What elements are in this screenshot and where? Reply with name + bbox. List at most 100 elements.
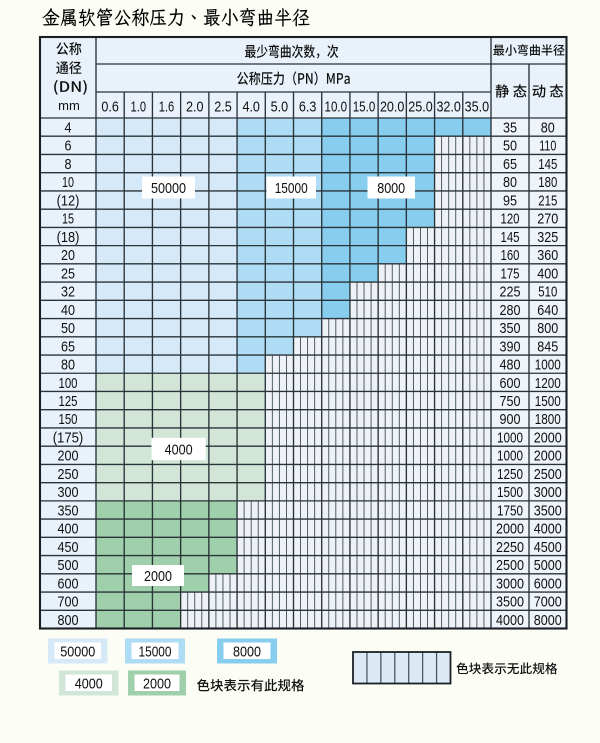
svg-text:6: 6 — [65, 139, 72, 155]
svg-text:2000: 2000 — [144, 569, 172, 585]
svg-text:2000: 2000 — [143, 676, 171, 692]
svg-text:8: 8 — [65, 157, 72, 173]
svg-text:4: 4 — [65, 121, 72, 137]
svg-text:325: 325 — [537, 230, 558, 246]
svg-text:4000: 4000 — [496, 613, 524, 629]
svg-text:120: 120 — [501, 212, 520, 228]
svg-text:15000: 15000 — [275, 181, 308, 197]
svg-text:900: 900 — [500, 412, 521, 428]
svg-text:mm: mm — [58, 98, 80, 113]
svg-text:845: 845 — [537, 339, 558, 355]
svg-text:5000: 5000 — [534, 558, 562, 574]
svg-text:215: 215 — [538, 193, 557, 209]
svg-text:4000: 4000 — [75, 676, 103, 692]
svg-text:480: 480 — [500, 358, 521, 374]
svg-text:6000: 6000 — [534, 576, 562, 592]
svg-text:1000: 1000 — [535, 358, 561, 374]
svg-text:1.0: 1.0 — [131, 100, 147, 116]
svg-text:250: 250 — [58, 467, 79, 483]
svg-text:80: 80 — [541, 121, 555, 137]
svg-text:15: 15 — [62, 212, 74, 228]
svg-text:1250: 1250 — [497, 467, 523, 483]
svg-text:2.5: 2.5 — [214, 100, 232, 116]
svg-text:1000: 1000 — [497, 449, 523, 465]
svg-text:7000: 7000 — [534, 595, 562, 611]
svg-text:280: 280 — [500, 303, 521, 319]
svg-text:510: 510 — [538, 285, 557, 301]
svg-text:3500: 3500 — [534, 503, 562, 519]
svg-text:200: 200 — [58, 449, 79, 465]
svg-text:225: 225 — [500, 285, 521, 301]
svg-text:80: 80 — [503, 175, 517, 191]
svg-text:8000: 8000 — [534, 613, 562, 629]
svg-text:32.0: 32.0 — [436, 100, 461, 116]
svg-text:50000: 50000 — [151, 181, 186, 197]
svg-text:3500: 3500 — [496, 595, 524, 611]
svg-text:0.6: 0.6 — [101, 100, 119, 116]
svg-text:25: 25 — [61, 266, 75, 282]
svg-text:65: 65 — [503, 157, 517, 173]
svg-text:390: 390 — [500, 339, 521, 355]
svg-text:180: 180 — [538, 175, 557, 191]
svg-text:3000: 3000 — [534, 485, 562, 501]
svg-text:1200: 1200 — [535, 376, 561, 392]
svg-text:750: 750 — [500, 394, 521, 410]
svg-text:(175): (175) — [53, 431, 84, 447]
svg-text:(12): (12) — [57, 193, 80, 209]
svg-text:65: 65 — [61, 339, 75, 355]
svg-text:4500: 4500 — [534, 540, 562, 556]
svg-text:500: 500 — [58, 558, 79, 574]
svg-text:2500: 2500 — [534, 467, 562, 483]
svg-text:640: 640 — [537, 303, 558, 319]
svg-text:270: 270 — [537, 212, 558, 228]
svg-text:400: 400 — [58, 522, 79, 538]
svg-text:5.0: 5.0 — [271, 100, 289, 116]
svg-text:360: 360 — [537, 248, 558, 264]
svg-text:20: 20 — [61, 248, 75, 264]
svg-text:125: 125 — [59, 394, 78, 410]
svg-text:25.0: 25.0 — [408, 100, 433, 116]
svg-text:2000: 2000 — [496, 522, 524, 538]
svg-text:600: 600 — [58, 576, 79, 592]
svg-text:350: 350 — [500, 321, 521, 337]
svg-text:700: 700 — [58, 595, 79, 611]
svg-text:350: 350 — [58, 503, 79, 519]
svg-text:35: 35 — [503, 121, 517, 137]
svg-text:160: 160 — [501, 248, 520, 264]
svg-text:1800: 1800 — [535, 412, 561, 428]
svg-text:1500: 1500 — [535, 394, 561, 410]
svg-text:1750: 1750 — [497, 503, 523, 519]
svg-text:100: 100 — [59, 376, 78, 392]
svg-text:10: 10 — [62, 175, 74, 191]
svg-text:95: 95 — [503, 193, 517, 209]
svg-text:1500: 1500 — [497, 485, 523, 501]
svg-text:2.0: 2.0 — [186, 100, 204, 116]
svg-text:40: 40 — [61, 303, 75, 319]
svg-text:145: 145 — [538, 157, 557, 173]
svg-text:80: 80 — [61, 358, 75, 374]
svg-text:4000: 4000 — [534, 522, 562, 538]
svg-text:4000: 4000 — [165, 442, 193, 458]
svg-text:400: 400 — [537, 266, 558, 282]
svg-text:3000: 3000 — [496, 576, 524, 592]
svg-text:2000: 2000 — [534, 431, 562, 447]
svg-text:2000: 2000 — [534, 449, 562, 465]
svg-text:110: 110 — [539, 139, 556, 155]
svg-text:15000: 15000 — [139, 644, 172, 660]
svg-text:32: 32 — [61, 285, 75, 301]
svg-text:175: 175 — [501, 266, 520, 282]
svg-text:600: 600 — [500, 376, 521, 392]
svg-text:35.0: 35.0 — [465, 100, 490, 116]
svg-text:145: 145 — [501, 230, 520, 246]
svg-text:20.0: 20.0 — [380, 100, 405, 116]
svg-text:15.0: 15.0 — [353, 100, 376, 116]
svg-text:300: 300 — [58, 485, 79, 501]
svg-text:1000: 1000 — [497, 431, 523, 447]
svg-text:800: 800 — [537, 321, 558, 337]
svg-text:1.6: 1.6 — [159, 100, 175, 116]
svg-text:50000: 50000 — [60, 644, 95, 660]
svg-text:(18): (18) — [57, 230, 80, 246]
svg-text:8000: 8000 — [233, 644, 261, 660]
svg-text:50: 50 — [61, 321, 75, 337]
svg-text:800: 800 — [58, 613, 79, 629]
